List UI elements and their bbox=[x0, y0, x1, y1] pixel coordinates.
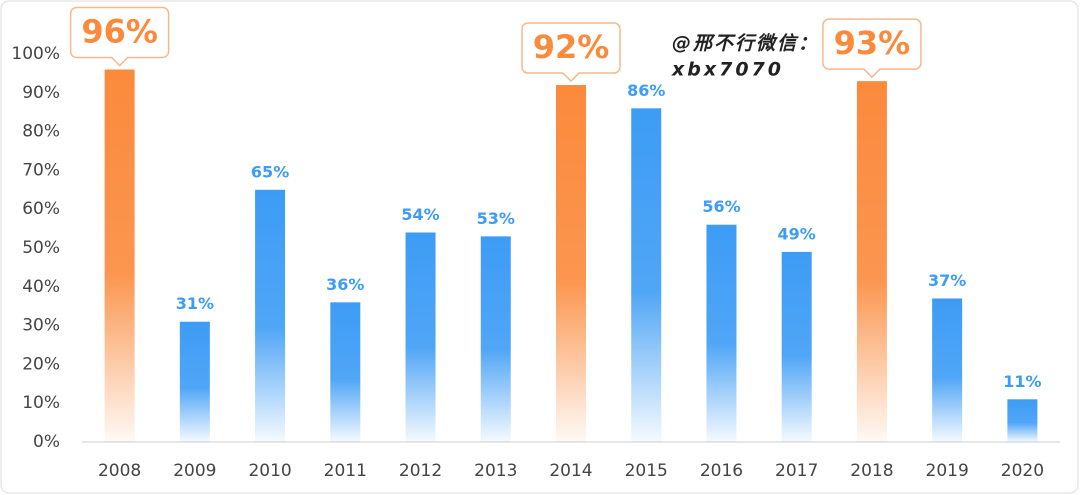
callout-box bbox=[521, 22, 621, 83]
bar bbox=[932, 298, 963, 442]
y-tick-label: 30% bbox=[22, 316, 60, 336]
bar bbox=[856, 81, 887, 442]
x-tick-label: 2020 bbox=[1001, 461, 1044, 481]
x-tick-label: 2016 bbox=[700, 461, 743, 481]
y-tick-label: 80% bbox=[22, 122, 60, 142]
bar bbox=[330, 302, 361, 442]
value-label: 31% bbox=[176, 294, 214, 313]
y-tick-label: 0% bbox=[33, 432, 60, 452]
x-tick-label: 2019 bbox=[926, 461, 969, 481]
watermark: @邢不行微信： bbox=[672, 33, 819, 55]
callout-box bbox=[69, 6, 170, 67]
bar bbox=[556, 85, 586, 442]
value-label: 86% bbox=[627, 81, 665, 100]
bar bbox=[631, 108, 662, 442]
bar bbox=[255, 189, 286, 442]
value-label: 92% bbox=[533, 28, 610, 66]
y-tick-label: 60% bbox=[22, 199, 60, 219]
bar bbox=[480, 236, 511, 442]
x-tick-label: 2017 bbox=[775, 461, 818, 481]
watermark: xbx7070 bbox=[671, 59, 784, 81]
bar bbox=[706, 224, 737, 442]
bar bbox=[1007, 399, 1038, 442]
value-label: 49% bbox=[778, 224, 816, 243]
x-tick-label: 2010 bbox=[248, 461, 291, 481]
value-label: 37% bbox=[928, 271, 966, 290]
x-tick-label: 2011 bbox=[324, 461, 367, 481]
x-tick-label: 2018 bbox=[850, 461, 893, 481]
value-label: 65% bbox=[251, 162, 289, 181]
y-tick-label: 90% bbox=[22, 83, 60, 103]
y-tick-label: 70% bbox=[22, 160, 60, 180]
x-tick-label: 2013 bbox=[474, 461, 517, 481]
x-tick-label: 2008 bbox=[98, 461, 141, 481]
value-label: 54% bbox=[401, 205, 439, 224]
value-label: 93% bbox=[834, 24, 911, 62]
bar bbox=[405, 232, 436, 442]
value-label: 56% bbox=[702, 197, 740, 216]
x-tick-label: 2012 bbox=[399, 461, 442, 481]
x-tick-label: 2014 bbox=[549, 461, 592, 481]
callout-box bbox=[822, 18, 922, 79]
y-tick-label: 100% bbox=[11, 44, 60, 64]
y-tick-label: 10% bbox=[22, 393, 60, 413]
value-label: 96% bbox=[81, 13, 158, 51]
value-label: 53% bbox=[477, 209, 515, 228]
y-tick-label: 20% bbox=[22, 354, 60, 374]
x-tick-label: 2015 bbox=[625, 461, 668, 481]
bar bbox=[179, 321, 210, 442]
x-tick-label: 2009 bbox=[173, 461, 216, 481]
value-label: 36% bbox=[326, 275, 364, 294]
value-label: 11% bbox=[1003, 372, 1041, 391]
y-tick-label: 50% bbox=[22, 238, 60, 258]
bar bbox=[104, 69, 135, 443]
bar bbox=[781, 251, 812, 442]
y-tick-label: 40% bbox=[22, 277, 60, 297]
